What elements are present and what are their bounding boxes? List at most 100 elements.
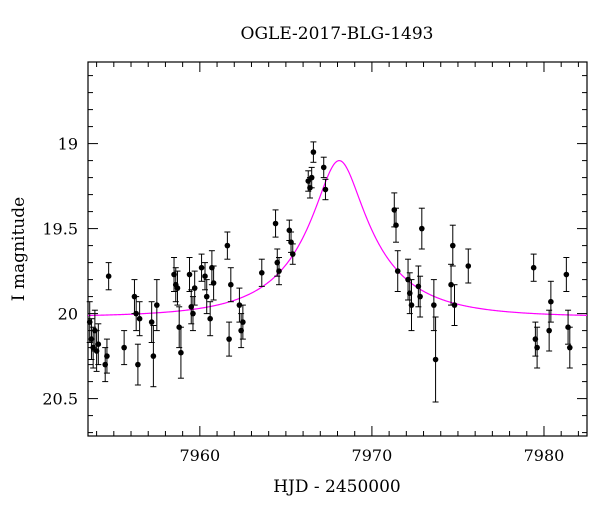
data-point [150,325,157,388]
data-point [191,270,198,306]
data-marker [198,264,205,271]
x-tick-label: 7980 [524,446,565,465]
data-marker [448,281,454,288]
data-point [226,321,233,357]
data-marker [417,293,423,300]
data-point [310,141,317,163]
data-marker [320,164,327,171]
data-marker [226,336,232,342]
data-marker [272,220,279,227]
data-point [308,166,315,189]
data-point [177,326,184,379]
data-marker [186,271,193,278]
data-point [408,279,415,332]
data-marker [148,319,155,325]
data-point [153,279,160,332]
data-marker [451,302,458,308]
data-point [394,250,401,292]
data-point [189,296,196,332]
data-point [393,207,400,243]
x-tick-labels: 7960 7970 7980 [179,446,564,465]
data-point [202,262,209,291]
data-point [451,284,458,326]
data-point [174,270,181,306]
data-point [534,326,541,369]
data-marker [135,361,141,368]
data-point [186,257,193,292]
data-point [417,275,424,318]
data-point [546,309,553,352]
data-marker [431,302,437,308]
data-marker [310,149,317,155]
data-marker [154,302,160,308]
data-point [236,287,243,323]
data-marker [449,242,456,249]
data-marker [308,174,315,181]
data-marker [419,225,425,232]
data-point [430,279,437,332]
y-tick-label: 19.5 [42,220,78,239]
y-tick-label: 20 [58,305,78,324]
data-marker [394,268,401,274]
data-point [272,209,279,238]
data-point [95,323,102,366]
data-point [449,224,456,267]
x-tick-label: 7970 [352,446,393,465]
data-point [134,343,141,386]
data-point [105,262,112,291]
data-point [563,257,570,292]
data-marker [133,310,139,317]
data-point [418,207,425,250]
data-point [133,296,140,332]
data-point [103,338,110,374]
data-point [258,258,265,287]
data-marker [236,302,243,308]
data-point [203,279,210,315]
x-axis-label: HJD - 2450000 [273,477,401,497]
data-points [86,141,573,403]
data-point [210,265,217,301]
data-marker [224,242,231,249]
data-marker [174,285,181,291]
data-marker [465,263,472,269]
x-tick-label: 7960 [179,446,220,465]
data-marker [207,315,213,322]
data-marker [289,251,296,257]
data-marker [136,315,143,322]
plot-frame [87,61,588,437]
data-marker [150,353,157,359]
data-marker [105,273,112,280]
data-marker [191,285,198,291]
data-point [239,304,246,340]
data-marker [534,344,540,351]
data-point [224,231,231,260]
y-tick-labels: 19 19.5 20 20.5 [42,135,78,409]
data-marker [563,271,570,278]
data-point [227,267,234,303]
data-marker [548,298,554,305]
data-marker [322,186,329,193]
data-marker [566,344,573,351]
axis-ticks [88,62,587,436]
data-marker [432,356,439,363]
data-point [322,178,329,201]
data-marker [408,302,415,308]
data-marker [228,281,234,288]
data-point [320,156,327,179]
data-marker [530,264,537,271]
chart-title: OGLE-2017-BLG-1493 [241,24,434,44]
data-marker [546,327,552,334]
data-point [465,248,472,284]
data-point [136,301,143,337]
data-point [121,330,128,366]
data-point [207,301,214,337]
data-point [432,316,439,403]
data-point [530,253,537,282]
data-marker [203,293,210,300]
y-tick-label: 19 [58,135,78,154]
y-axis-label: I magnitude [9,197,29,301]
data-marker [121,344,127,351]
model-curve [87,159,588,317]
data-marker [104,353,110,359]
